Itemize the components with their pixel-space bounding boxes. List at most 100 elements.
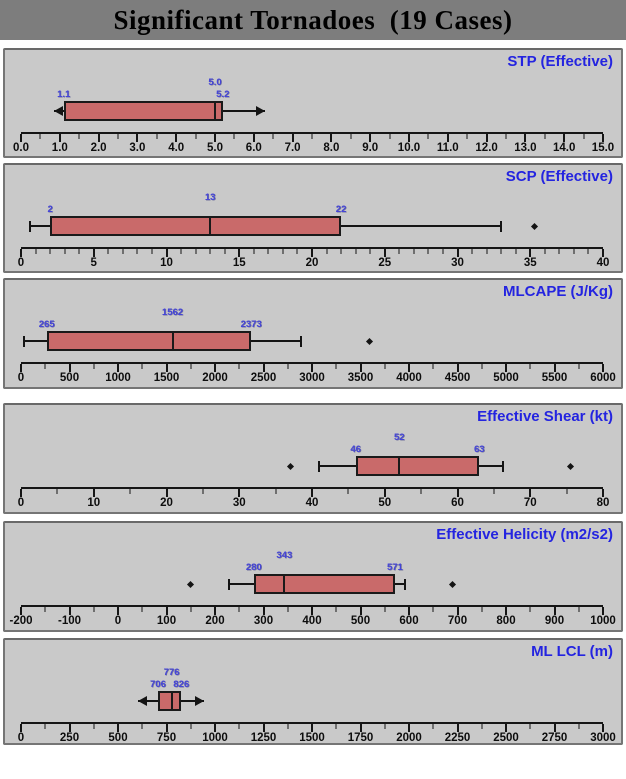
axis-tick [20,249,22,257]
outlier-marker [449,580,457,588]
axis-tick [389,134,391,139]
axis-tick [413,249,415,254]
axis-tick [117,607,119,615]
axis-tick [287,607,289,612]
axis-tick [238,364,240,369]
axis-tick-label: 2000 [202,372,228,384]
outlier-marker [531,222,539,230]
axis-tick-label: 13.0 [514,142,537,154]
axis-tick [165,724,168,732]
iqr-box [253,574,395,594]
axis-tick [442,249,444,254]
axis-tick [553,724,556,732]
iqr-box [63,101,223,121]
value-label-q1: 1.1 [57,89,71,100]
value-label-q1: 2 [47,204,53,215]
axis-tick-label: 10 [160,257,173,269]
axis-tick-label: 0.0 [13,142,29,154]
axis-tick [78,134,80,139]
axis-tick [44,364,46,369]
axis-tick-label: 700 [447,615,468,627]
axis-tick-label: 5 [90,257,97,269]
axis-tick [238,489,241,497]
axis-tick-label: 6000 [590,372,616,384]
axis-tick [238,724,240,729]
whisker-cap-left [318,460,321,472]
plot-span: 265 1562 2373 0 500 1000 1500 2000 2500 3000 3500 4… [18,280,616,387]
axis-tick [427,134,429,139]
axis-tick-label: 6.0 [245,142,262,154]
value-label-q3: 5.2 [216,89,230,100]
axis-tick [466,134,468,139]
axis-tick [602,134,604,142]
axis-tick-label: 60 [451,497,464,509]
median-line [170,691,173,711]
axis-tick [291,134,294,142]
axis-tick [602,724,604,732]
axis-tick [578,607,580,612]
outlier-marker [286,462,294,470]
axis-tick [544,134,546,139]
axis-tick [369,249,371,254]
axis-tick [335,364,337,369]
axis-tick [296,249,298,254]
whisker-cap-left [227,578,230,590]
value-label-median: 5.0 [208,77,222,88]
axis-tick-label: 70 [523,497,537,509]
panel-title: ML LCL (m) [531,643,613,660]
axis-tick [238,249,241,257]
axis-tick-label: 400 [302,615,322,627]
axis-tick [471,249,473,254]
axis-tick-label: 800 [496,615,516,627]
axis-tick-label: 0 [114,615,122,627]
axis-tick [340,249,342,254]
axis-tick [408,607,410,615]
axis-tick [408,134,410,142]
axis-tick [107,249,109,254]
axis-tick [359,607,362,615]
axis-tick-label: 50 [378,497,392,509]
axis-tick [93,607,95,612]
axis-tick [311,489,313,497]
median-line [171,331,174,351]
whisker-cap-left [22,335,25,347]
panel-eff-helicity: Effective Helicity (m2/s2) 280 343 571 -200 -… [3,521,623,632]
value-label-q1: 46 [350,444,361,455]
median-line [209,216,212,236]
axis-tick [92,249,95,257]
axis-tick [214,364,216,372]
axis-tick-label: 9.0 [362,142,379,154]
axis-tick-label: 8.0 [323,142,340,154]
plot-span: 46 52 63 0 10 20 30 40 50 60 70 80 [18,405,610,512]
axis-tick [481,364,483,369]
axis-tick [335,607,337,612]
whisker-cap-right [300,335,303,347]
axis-tick [190,607,192,612]
axis-tick [558,249,560,254]
axis-tick [515,249,517,254]
axis-tick-label: 4.0 [168,142,185,154]
axis-tick [20,364,22,372]
panel-title: SCP (Effective) [505,168,613,185]
median-line [214,101,216,121]
axis-tick [566,489,568,494]
page-title: Significant Tornadoes (19 Cases) [113,4,513,35]
axis-tick [602,607,604,615]
axis-tick [238,607,240,612]
whisker-arrow-right [195,696,205,706]
axis-tick [432,364,434,369]
axis-tick [384,724,386,729]
axis-tick-label: 5.0 [207,142,223,154]
axis-tick [35,249,37,254]
axis-tick [151,249,153,254]
axis-tick [209,249,211,254]
axis-tick [384,364,386,369]
axis-tick [544,249,546,254]
axis-tick [481,724,483,729]
axis-tick-label: 11.0 [436,142,459,154]
axis-tick [175,134,178,142]
value-label-q3: 63 [474,444,485,455]
whisker-arrow-left [138,696,148,706]
x-axis-line [21,247,603,249]
axis-tick [141,607,143,612]
